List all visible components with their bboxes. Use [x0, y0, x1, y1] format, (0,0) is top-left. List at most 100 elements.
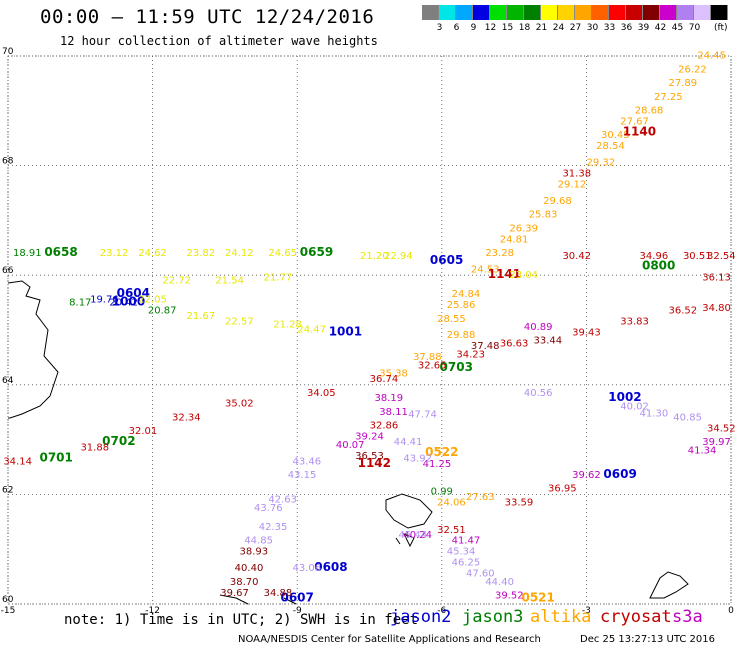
- color-scale-label: 21: [535, 23, 548, 33]
- wave-height-label: 37.88: [413, 352, 442, 363]
- wave-height-label: 39.62: [572, 470, 601, 481]
- pass-time-label: 0521: [521, 590, 554, 604]
- pass-time-label: 0609: [603, 467, 636, 481]
- pass-time-label: 0607: [280, 590, 313, 604]
- wave-height-label: 33.44: [534, 336, 563, 347]
- wave-height-label: 40.07: [336, 440, 365, 451]
- wave-height-label: 39.43: [572, 327, 601, 338]
- wave-height-label: 24.65: [268, 248, 297, 259]
- color-scale-cell: [490, 5, 507, 20]
- wave-height-label: 23.28: [485, 248, 514, 259]
- pass-time-label: 0701: [39, 451, 72, 465]
- wave-height-label: 37.48: [471, 341, 500, 352]
- color-scale-label: 9: [470, 23, 477, 33]
- color-scale-label: 18: [518, 23, 531, 33]
- wave-height-label: 32.51: [437, 525, 466, 536]
- wave-height-label: 32.65: [418, 360, 447, 371]
- wave-height-label: 39.67: [220, 588, 249, 599]
- coastline: [7, 280, 689, 605]
- legend-cryosat: cryosat: [600, 607, 672, 627]
- wave-height-label: 22.57: [225, 317, 254, 328]
- wave-height-label: 40.89: [524, 322, 553, 333]
- wave-height-label: 36.63: [500, 338, 529, 349]
- wave-height-label: 26.39: [509, 223, 538, 234]
- wave-height-label: 29.32: [587, 158, 616, 169]
- pass-time-label: 0659: [300, 245, 333, 259]
- pass-time-label: 0604: [117, 286, 150, 300]
- wave-height-label: 36.13: [702, 273, 731, 284]
- credit-text: NOAA/NESDIS Center for Satellite Applica…: [238, 634, 541, 645]
- color-scale-cell: [439, 5, 456, 20]
- coastline-scotland: [219, 594, 297, 605]
- pass-time-label: 0608: [314, 560, 347, 574]
- wave-height-label: 24.62: [138, 248, 167, 259]
- wave-height-label: 32.54: [707, 251, 736, 262]
- color-scale-cell: [660, 5, 677, 20]
- wave-height-label: 23.82: [186, 248, 215, 259]
- wave-height-label: 8.17: [69, 297, 91, 308]
- y-tick-label: 62: [2, 485, 13, 495]
- wave-height-label: 27.63: [466, 492, 495, 503]
- wave-height-label: 45.44: [399, 530, 428, 541]
- color-scale-label: 39: [637, 23, 650, 33]
- color-scale-cell: [524, 5, 541, 20]
- pass-time-label: 0605: [430, 253, 463, 267]
- pass-time-label: 1140: [623, 124, 656, 138]
- color-scale-cell: [456, 5, 473, 20]
- wave-height-label: 41.47: [452, 536, 481, 547]
- wave-height-label: 40.02: [620, 401, 649, 412]
- wave-height-label: 24.84: [452, 289, 481, 300]
- wave-height-label: 25.83: [529, 210, 558, 221]
- pass-time-label: 0702: [102, 434, 135, 448]
- wave-height-label: 27.67: [620, 117, 649, 128]
- wave-height-label: 23.04: [509, 270, 538, 281]
- wave-height-label: 34.52: [707, 423, 736, 434]
- color-scale-cell: [609, 5, 626, 20]
- color-scale-label: 33: [603, 23, 616, 33]
- plot-frame: [7, 55, 732, 605]
- color-scale-label: 27: [569, 23, 582, 33]
- wave-height-label: 34.14: [3, 456, 32, 467]
- color-scale-label: 70: [688, 23, 701, 33]
- wave-height-label: 38.93: [239, 547, 268, 558]
- pass-time-label: 0522: [425, 445, 458, 459]
- y-tick-label: 64: [2, 376, 14, 386]
- wave-height-label: 41.25: [423, 459, 452, 470]
- pass-time-label: 1141: [488, 267, 521, 281]
- wave-height-label: 36.95: [548, 484, 577, 495]
- wave-height-label: 30.45: [601, 130, 630, 141]
- wave-height-label: 35.38: [379, 369, 408, 380]
- wave-height-label: 19.76: [90, 295, 119, 306]
- wave-height-label: 40.40: [235, 563, 264, 574]
- wave-height-label: 43.15: [288, 470, 317, 481]
- color-scale-cell: [626, 5, 643, 20]
- legend-s3a: s3a: [672, 607, 703, 627]
- wave-height-label: 43.46: [293, 456, 322, 467]
- page-subtitle: 12 hour collection of altimeter wave hei…: [60, 34, 378, 48]
- wave-height-label: 29.68: [543, 196, 572, 207]
- wave-height-label: 24.81: [500, 234, 529, 245]
- wave-height-label: 34.96: [640, 251, 669, 262]
- wave-height-label: 32.01: [129, 426, 158, 437]
- timestamp-text: Dec 25 13:27:13 UTC 2016: [580, 634, 715, 645]
- wave-height-label: 21.20: [360, 251, 389, 262]
- wave-height-label: 27.89: [668, 78, 697, 89]
- wave-height-label: 25.86: [447, 300, 476, 311]
- wave-height-label: 21.54: [215, 275, 244, 286]
- wave-height-label: 28.54: [596, 141, 625, 152]
- pass-time-label: 0703: [440, 360, 473, 374]
- wave-height-label: 20.87: [148, 306, 177, 317]
- wave-height-label: 26.22: [678, 64, 707, 75]
- x-tick-label: -9: [293, 606, 302, 616]
- color-scale-cell: [643, 5, 660, 20]
- legend-altika: altika: [530, 607, 592, 627]
- y-tick-label: 68: [2, 157, 14, 167]
- color-scale-cell: [711, 5, 728, 20]
- color-scale-label: 3: [436, 23, 443, 33]
- wave-height-label: 0.99: [431, 486, 453, 497]
- wave-height-label: 44.40: [485, 577, 514, 588]
- wave-height-label: 29.12: [558, 180, 587, 191]
- wave-height-label: 39.24: [355, 432, 384, 443]
